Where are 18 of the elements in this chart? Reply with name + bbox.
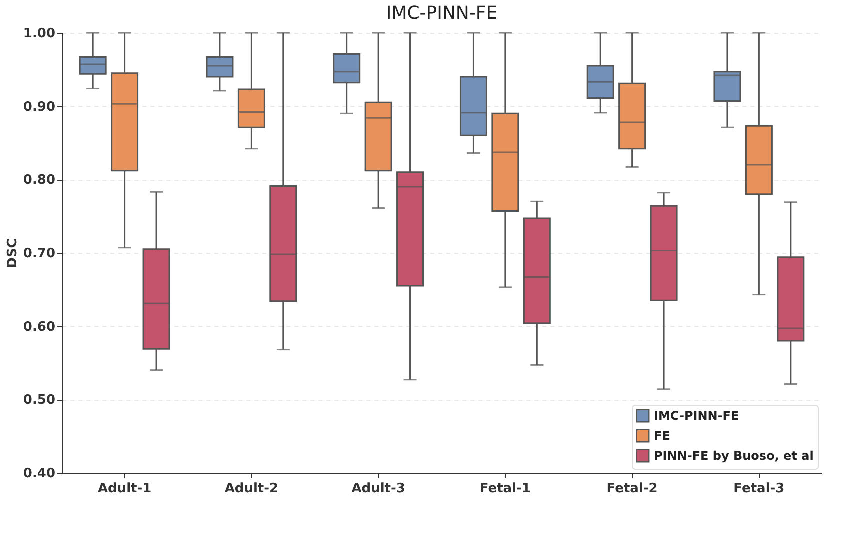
y-tick-label: 0.50 <box>23 393 56 408</box>
x-tick-label: Fetal-1 <box>480 482 531 496</box>
x-tick-label: Adult-1 <box>98 482 152 496</box>
y-tick-label: 0.70 <box>23 246 56 262</box>
legend-label: PINN-FE by Buoso, et al <box>654 449 814 463</box>
x-tick-label: Fetal-3 <box>734 482 785 496</box>
x-tick-label: Fetal-2 <box>606 482 658 496</box>
y-tick-label: 0.40 <box>23 466 56 482</box>
y-tick-label: 0.60 <box>23 320 56 335</box>
y-tick-label: 0.80 <box>23 173 56 188</box>
x-tick-label: Adult-3 <box>352 482 406 496</box>
chart-title: IMC-PINN-FE <box>386 3 498 24</box>
y-tick-label: 0.90 <box>23 100 56 115</box>
legend-label: FE <box>654 429 670 443</box>
legend-label: IMC-PINN-FE <box>654 409 740 423</box>
y-axis-title: DSC <box>5 238 20 268</box>
x-tick-label: Adult-2 <box>224 482 279 496</box>
y-tick-label: 1.00 <box>23 26 56 42</box>
